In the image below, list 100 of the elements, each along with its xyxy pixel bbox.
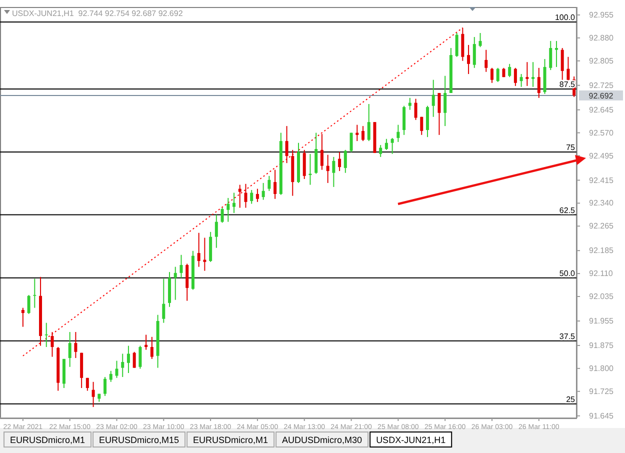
- candlestick: [560, 48, 564, 80]
- text: EURUSDmicro,M1: [193, 435, 268, 445]
- y-tick-label: 91.875: [589, 341, 614, 350]
- candlestick: [186, 263, 189, 302]
- ref-line-label: 92.692: [588, 91, 614, 100]
- candlestick: [396, 124, 400, 142]
- candlestick: [162, 278, 166, 324]
- candlestick: [344, 149, 347, 174]
- y-tick-label: 92.495: [589, 151, 614, 160]
- candlestick: [467, 44, 470, 75]
- candlestick: [256, 188, 259, 202]
- text: AUDUSDmicro,M30: [282, 435, 362, 445]
- candlestick: [262, 182, 265, 200]
- candlestick: [390, 137, 394, 154]
- candlestick: [92, 381, 95, 408]
- y-tick-label: 92.340: [589, 198, 614, 208]
- y-tick-label: 92.110: [589, 269, 614, 278]
- candlestick: [33, 278, 36, 308]
- candlestick: [508, 63, 512, 78]
- candlestick: [244, 183, 248, 208]
- annotation: 75: [566, 143, 576, 152]
- candlestick: [197, 232, 200, 268]
- candlestick: [420, 116, 424, 136]
- candlestick: [408, 97, 412, 110]
- candlestick: [496, 67, 500, 82]
- candlestick: [50, 332, 54, 358]
- candlestick: [350, 132, 353, 153]
- y-tick-label: 92.265: [589, 222, 614, 231]
- candlestick: [232, 192, 236, 214]
- y-tick-label: 91.725: [589, 386, 614, 396]
- candlestick: [455, 32, 458, 58]
- candlestick: [478, 32, 482, 48]
- y-tick-label: 91.800: [589, 364, 614, 373]
- y-tick-label: 92.570: [589, 128, 614, 138]
- candlestick: [238, 184, 242, 208]
- candlestick: [384, 138, 388, 150]
- text: EURUSDmicro,M15: [99, 435, 180, 445]
- candlestick: [214, 214, 218, 248]
- candlestick: [526, 62, 529, 86]
- candlestick: [414, 98, 418, 120]
- candlestick: [274, 169, 277, 200]
- annotation: 100.0: [554, 12, 576, 22]
- candlestick: [537, 67, 540, 98]
- candlestick: [285, 126, 288, 164]
- candlestick: [326, 154, 330, 184]
- candlestick: [27, 294, 30, 314]
- candlestick: [314, 132, 318, 174]
- y-tick-label: 92.805: [589, 56, 614, 66]
- candlestick: [472, 36, 476, 68]
- candlestick: [203, 237, 206, 272]
- candlestick: [514, 67, 517, 86]
- annotation: USDX-JUN21,H1 92.744 92.754 92.687 92.692: [12, 9, 184, 18]
- candlestick: [461, 27, 464, 62]
- y-tick-label: 92.415: [589, 176, 614, 185]
- text: EURUSDmicro,M1: [10, 435, 86, 445]
- candlestick: [138, 345, 142, 370]
- y-tick-label: 92.725: [589, 80, 614, 90]
- annotation: 25: [566, 394, 576, 404]
- y-tick-label: 92.185: [589, 246, 614, 256]
- annotation: 62.5: [559, 206, 576, 215]
- text: USDX-JUN21,H1: [376, 435, 446, 445]
- candlestick: [115, 360, 118, 378]
- y-tick-label: 92.955: [589, 10, 614, 20]
- candlestick: [144, 334, 148, 350]
- candlestick: [132, 351, 136, 368]
- candlestick: [432, 79, 435, 118]
- candlestick: [121, 353, 124, 378]
- candlestick: [444, 75, 447, 127]
- candlestick: [438, 92, 441, 136]
- candlestick: [44, 322, 48, 348]
- candlestick: [367, 104, 370, 142]
- y-tick-label: 92.645: [589, 105, 614, 114]
- candlestick: [226, 197, 230, 222]
- candlestick: [356, 124, 359, 142]
- candlestick: [174, 266, 177, 300]
- y-tick-label: 92.880: [589, 33, 614, 42]
- candlestick: [402, 105, 406, 136]
- candlestick: [109, 370, 112, 382]
- candlestick: [220, 207, 224, 224]
- candlestick: [361, 126, 364, 142]
- candlestick: [320, 134, 324, 170]
- candlestick: [104, 376, 107, 396]
- candlestick: [126, 345, 130, 374]
- candlestick: [21, 307, 24, 328]
- candlestick: [68, 332, 72, 368]
- y-tick-label: 92.035: [589, 292, 614, 302]
- candlestick: [379, 144, 382, 158]
- candlestick: [554, 40, 558, 68]
- candlestick: [332, 156, 336, 188]
- candlestick: [150, 336, 154, 360]
- candlestick: [302, 149, 306, 180]
- candlestick: [250, 190, 254, 204]
- candlestick: [74, 332, 78, 359]
- candlestick: [86, 377, 89, 392]
- y-tick-label: 91.955: [589, 316, 614, 326]
- candlestick: [268, 175, 271, 192]
- candlestick: [532, 62, 535, 88]
- candlestick: [520, 74, 523, 88]
- candlestick: [338, 152, 342, 172]
- candlestick: [484, 49, 488, 72]
